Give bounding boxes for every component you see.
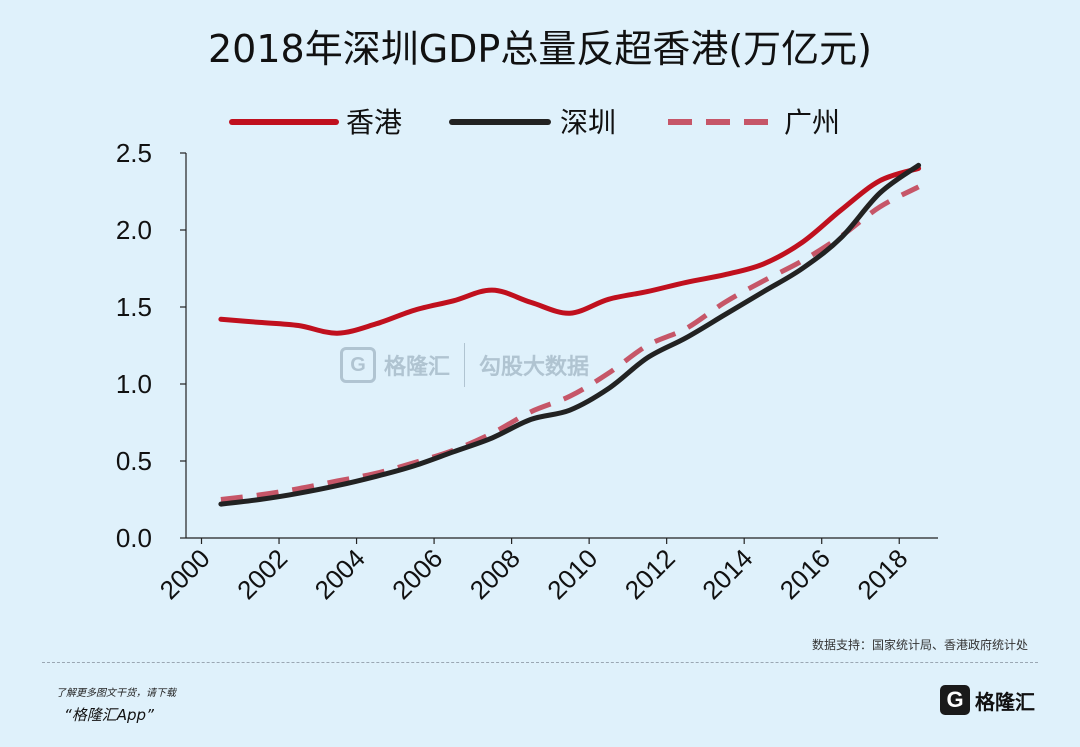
x-tick-label: 2006 xyxy=(386,543,448,605)
chart-title: 2018年深圳GDP总量反超香港(万亿元) xyxy=(208,27,872,71)
source-note: 数据支持：国家统计局、香港政府统计处 xyxy=(811,638,1028,652)
legend-label: 香港 xyxy=(346,106,402,139)
watermark-subbrand: 勾股大数据 xyxy=(479,355,590,380)
x-tick-label: 2000 xyxy=(154,543,216,605)
series-lines xyxy=(218,162,922,507)
logo-text: 格隆汇 xyxy=(975,689,1035,714)
series-line-shenzhen xyxy=(218,162,922,507)
y-tick-label: 0.0 xyxy=(116,523,152,553)
x-tick-label: 2002 xyxy=(231,543,293,605)
footer-promo-text: 了解更多图文干货，请下载 xyxy=(56,688,176,699)
x-tick-label: 2008 xyxy=(464,543,526,605)
series-line-hongkong xyxy=(218,165,922,336)
y-tick-label: 1.5 xyxy=(116,292,152,322)
x-tick-label: 2014 xyxy=(696,543,758,605)
logo-icon: G xyxy=(940,685,970,715)
y-tick-label: 1.0 xyxy=(116,369,152,399)
legend-label: 深圳 xyxy=(560,106,616,139)
watermark-logo-icon: G xyxy=(340,347,376,383)
brand-logo: G 格隆汇 xyxy=(940,682,1035,718)
y-tick-label: 2.0 xyxy=(116,215,152,245)
legend: 香港 深圳 广州 xyxy=(229,106,840,139)
y-tick-label: 0.5 xyxy=(116,446,152,476)
watermark: G 格隆汇 勾股大数据 xyxy=(340,340,589,390)
x-tick-label: 2016 xyxy=(774,543,836,605)
x-tick-label: 2018 xyxy=(851,543,913,605)
watermark-divider xyxy=(464,343,466,387)
footer-divider xyxy=(42,662,1038,663)
footer-app-name: “格隆汇App” xyxy=(64,706,154,724)
x-tick-label: 2012 xyxy=(619,543,681,605)
x-tick-label: 2010 xyxy=(541,543,603,605)
x-tick-label: 2004 xyxy=(309,543,371,605)
y-tick-label: 2.5 xyxy=(116,138,152,168)
watermark-brand: 格隆汇 xyxy=(384,355,451,380)
series-line-guangzhou xyxy=(220,184,920,502)
legend-label: 广州 xyxy=(784,106,840,139)
